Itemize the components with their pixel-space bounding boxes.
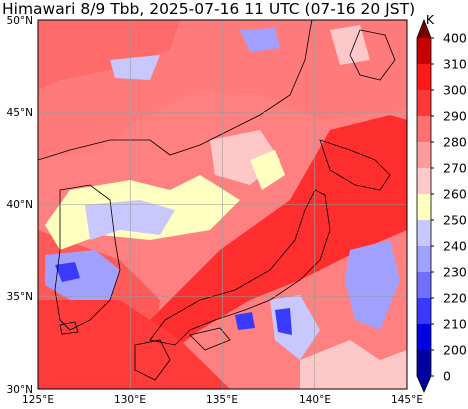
lat-label: 35°N [7,291,33,303]
lon-label: 145°E [391,394,423,406]
map-frame [37,19,408,390]
colorbar-segment [417,246,431,273]
cold-cloud-southwest [45,250,120,300]
colorbar-segment [417,194,431,221]
yellow-patch-central [250,150,285,190]
colorbar-tick-label: 400 [443,31,467,46]
deep-convection-core [55,262,80,282]
colorbar-segment [417,90,431,117]
lat-label: 45°N [7,107,33,119]
kyushu-coast [134,339,171,381]
colorbar-tick-label: 280 [443,135,467,150]
lon-label: 135°E [206,394,238,406]
colorbar-segment [417,168,431,195]
colorbar-tick-label: 290 [443,109,467,124]
colorbar-segment [417,272,431,299]
longitude-axis: 125°E 130°E 135°E 140°E 145°E [22,394,423,406]
colorbar-segment [417,116,431,143]
jeju-coast [59,321,79,335]
colorbar-tick-label: 0 [443,369,451,384]
colorbar-tick-label: 220 [443,291,467,306]
colorbar-tick-label: 240 [443,239,467,254]
colorbar-extend-max [417,20,431,38]
colorbar-tick-label: 300 [443,83,467,98]
lon-label: 130°E [114,394,146,406]
mainland-coast [38,20,313,161]
colorbar-segment [417,298,431,325]
colorbar-segment [417,38,431,65]
latitude-axis: 50°N 45°N 40°N 35°N 30°N [7,15,33,396]
lon-label: 125°E [22,394,54,406]
cold-cloud-east [345,240,400,330]
graticule [38,20,407,389]
colorbar-tick-label: 270 [443,161,467,176]
cool-patch-northeast [330,25,370,65]
colorbar-tick-label: 250 [443,213,467,228]
lon-label: 140°E [299,394,331,406]
lat-label: 50°N [7,15,33,27]
honshu-coast [149,189,331,346]
deep-convection-kii [235,312,255,330]
shikoku-coast [189,327,231,351]
colorbar-tick-label: 200 [443,343,467,358]
colorbar-segment [417,142,431,169]
colorbar-tick-label: 210 [443,317,467,332]
brightness-temperature-map [38,20,407,389]
cold-cloud-northwest [110,55,160,80]
cold-cloud-north [240,28,280,52]
colorbar-tick-label: 230 [443,265,467,280]
lat-label: 40°N [7,199,33,211]
colorbar-segment [417,64,431,91]
colorbar-segment [417,350,431,377]
colorbar: 400 310 300 290 280 270 260 250 240 230 220 210 200 0 [416,18,467,393]
northwest-warm-patch [38,20,180,90]
deep-convection-pacific [275,308,292,335]
lat-label: 30°N [7,384,33,396]
colorbar-extend-min [417,376,431,392]
colorbar-tick-label: 260 [443,187,467,202]
coastlines [38,20,396,381]
colorbar-tick-label: 310 [443,57,467,72]
colorbar-segment [417,220,431,247]
sakhalin-coast [349,29,396,81]
colorbar-unit: K [426,12,435,27]
korea-coast [54,184,121,331]
map-title: Himawari 8/9 Tbb, 2025-07-16 11 UTC (07-… [2,0,416,18]
hokkaido-coast [319,139,391,191]
cool-patch-southeast [300,340,407,389]
colorbar-segment [417,324,431,351]
